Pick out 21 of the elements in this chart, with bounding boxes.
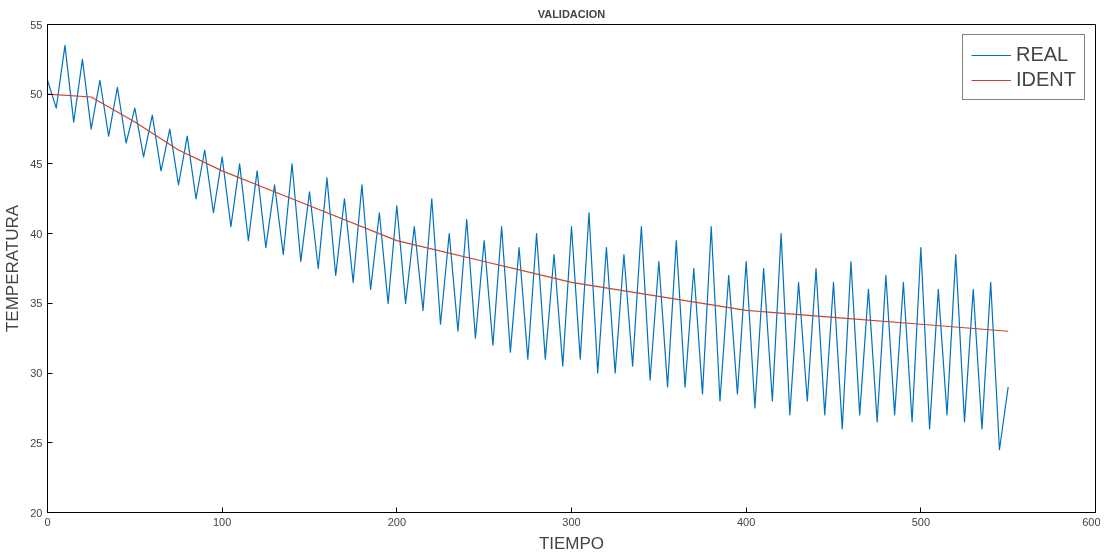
- y-tick-label: 35: [30, 297, 43, 310]
- line-series: [47, 44, 1009, 451]
- y-tick-label: 20: [30, 506, 43, 519]
- x-tick-label: 600: [1082, 515, 1101, 528]
- x-tick-label: 400: [736, 515, 756, 528]
- legend-label: IDENT: [1016, 68, 1076, 91]
- y-tick-label: 45: [30, 157, 43, 170]
- y-tick-label: 55: [30, 18, 43, 31]
- y-axis-title: TEMPERATURA: [3, 204, 23, 333]
- x-tick-label: 500: [911, 515, 931, 528]
- x-tick-label: 200: [387, 515, 407, 528]
- x-tick-label: 0: [44, 515, 51, 528]
- y-tick-label: 25: [30, 436, 43, 449]
- y-tick-label: 30: [30, 367, 43, 380]
- x-tick-label: 300: [562, 515, 581, 528]
- x-axis-title: TIEMPO: [538, 533, 605, 553]
- x-tick-label: 100: [212, 515, 232, 528]
- chart-title: VALIDACION: [537, 7, 606, 20]
- y-tick-label: 40: [30, 227, 43, 240]
- legend-label: REAL: [1016, 43, 1069, 66]
- y-tick-label: 50: [30, 88, 43, 101]
